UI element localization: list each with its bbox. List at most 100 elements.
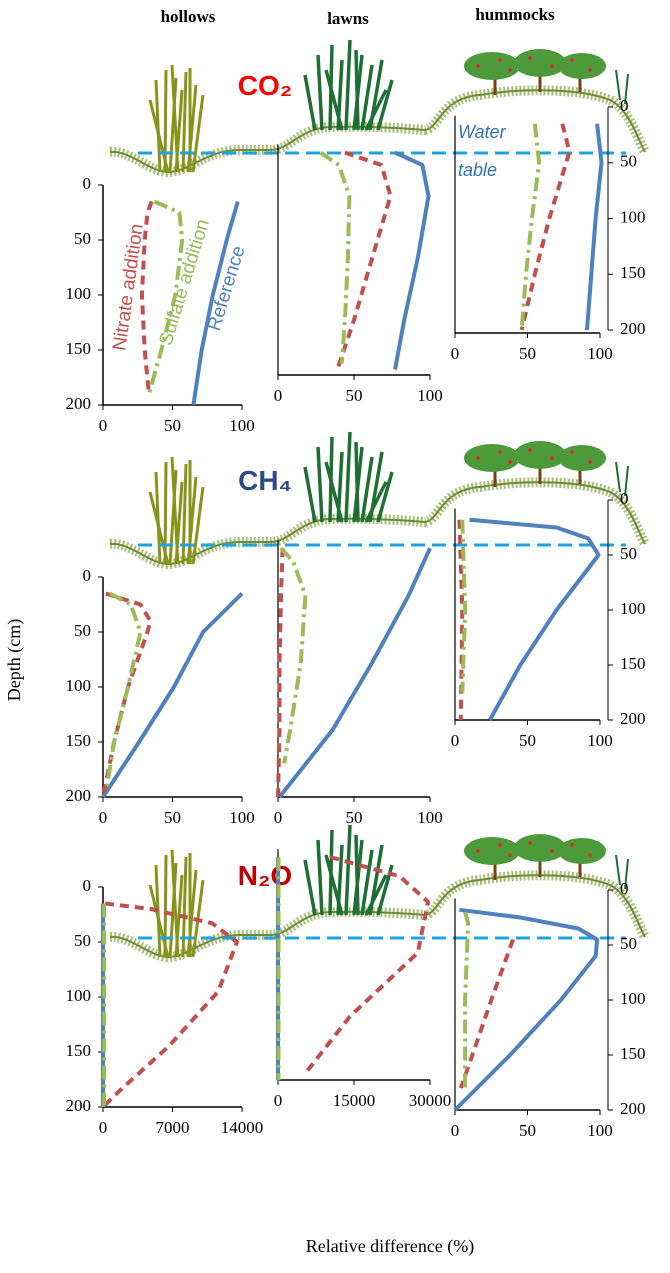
y-tick-label: 200 bbox=[620, 319, 646, 338]
panel: 0 50 100 0 50 100 150 200 Reference Nitrate addit… bbox=[66, 174, 255, 435]
water-table-label: Water bbox=[458, 122, 507, 142]
y-tick-label: 50 bbox=[620, 934, 637, 953]
profile-line bbox=[319, 150, 352, 364]
y-tick-label: 200 bbox=[66, 786, 92, 805]
x-tick-label: 7000 bbox=[156, 1118, 190, 1137]
y-tick-label: 0 bbox=[83, 174, 92, 193]
gas-label: CO₂ bbox=[238, 70, 292, 101]
x-tick-label: 50 bbox=[519, 344, 536, 363]
profile-line bbox=[457, 519, 465, 721]
y-tick-label: 100 bbox=[620, 989, 646, 1008]
y-tick-label: 150 bbox=[620, 1044, 646, 1063]
x-tick-label: 100 bbox=[417, 808, 443, 827]
y-tick-label: 100 bbox=[620, 207, 646, 226]
x-tick-label: 0 bbox=[274, 386, 283, 405]
y-tick-label: 0 bbox=[620, 879, 629, 898]
y-tick-label: 150 bbox=[66, 731, 92, 750]
x-tick-label: 50 bbox=[164, 416, 181, 435]
x-tick-label: 50 bbox=[346, 808, 363, 827]
y-tick-label: 150 bbox=[66, 1041, 92, 1060]
panel: 0 15000 30000 bbox=[274, 849, 452, 1110]
x-tick-label: 0 bbox=[451, 344, 460, 363]
y-tick-label: 0 bbox=[83, 566, 92, 585]
y-tick-label: 150 bbox=[620, 654, 646, 673]
x-tick-label: 30000 bbox=[409, 1091, 452, 1110]
x-tick-label: 0 bbox=[451, 731, 460, 750]
y-tick-label: 100 bbox=[66, 986, 92, 1005]
panel: 0 50 100 0 50 100 150 200 bbox=[451, 879, 646, 1140]
gas-label: N₂O bbox=[238, 860, 292, 891]
profile-line bbox=[460, 519, 468, 693]
water-table-lines bbox=[138, 151, 626, 940]
x-tick-label: 0 bbox=[274, 808, 283, 827]
profile-line bbox=[139, 200, 154, 395]
y-tick-label: 200 bbox=[620, 709, 646, 728]
x-tick-label: 50 bbox=[346, 386, 363, 405]
x-tick-label: 0 bbox=[274, 1091, 283, 1110]
y-axis-label: Depth (cm) bbox=[4, 619, 25, 701]
y-tick-label: 150 bbox=[66, 339, 92, 358]
y-tick-label: 50 bbox=[74, 229, 91, 248]
panel: 0 50 100 bbox=[274, 144, 443, 405]
profile-line bbox=[585, 123, 604, 331]
profile-line bbox=[277, 547, 432, 799]
profile-line bbox=[105, 591, 143, 787]
series-label: Reference bbox=[204, 243, 250, 333]
x-tick-label: 0 bbox=[99, 1118, 108, 1137]
panel: 0 50 100 0 50 100 150 200 bbox=[451, 489, 646, 750]
y-tick-label: 200 bbox=[66, 394, 92, 413]
water-table-label: table bbox=[458, 160, 497, 180]
x-tick-label: 100 bbox=[229, 416, 255, 435]
profile-line bbox=[303, 855, 430, 1076]
series-label: Nitrate addition bbox=[109, 222, 148, 351]
y-tick-label: 150 bbox=[620, 263, 646, 282]
y-tick-label: 0 bbox=[620, 96, 629, 115]
profile-line bbox=[458, 938, 515, 1089]
x-tick-label: 0 bbox=[99, 416, 108, 435]
x-tick-label: 50 bbox=[519, 1121, 536, 1140]
x-tick-label: 100 bbox=[587, 344, 613, 363]
y-tick-label: 0 bbox=[620, 489, 629, 508]
x-tick-label: 50 bbox=[519, 731, 536, 750]
y-tick-label: 50 bbox=[620, 544, 637, 563]
gas-label: CH₄ bbox=[238, 465, 292, 496]
profile-line bbox=[463, 911, 471, 1088]
x-tick-label: 100 bbox=[587, 731, 613, 750]
profile-line bbox=[146, 199, 185, 395]
x-tick-label: 0 bbox=[99, 808, 108, 827]
x-tick-label: 100 bbox=[587, 1121, 613, 1140]
x-tick-label: 100 bbox=[417, 386, 443, 405]
panel: 0 50 100 0 50 100 150 200 bbox=[66, 566, 255, 827]
y-tick-label: 100 bbox=[620, 599, 646, 618]
x-tick-label: 14000 bbox=[221, 1118, 264, 1137]
y-tick-label: 200 bbox=[66, 1096, 92, 1115]
panel: 0 50 100 0 50 100 150 200 bbox=[451, 96, 646, 363]
profile-line bbox=[469, 517, 601, 721]
x-tick-label: 50 bbox=[164, 808, 181, 827]
profile-line bbox=[393, 150, 431, 370]
profile-line bbox=[335, 150, 393, 371]
x-tick-label: 100 bbox=[229, 808, 255, 827]
profile-line bbox=[519, 123, 572, 331]
profile-line bbox=[191, 200, 240, 406]
panel: 0 50 100 bbox=[274, 540, 443, 827]
y-tick-label: 50 bbox=[620, 152, 637, 171]
y-tick-label: 100 bbox=[66, 676, 92, 695]
profile-line bbox=[279, 546, 308, 764]
y-tick-label: 100 bbox=[66, 284, 92, 303]
y-tick-label: 50 bbox=[74, 621, 91, 640]
y-tick-label: 200 bbox=[620, 1099, 646, 1118]
y-tick-label: 0 bbox=[83, 876, 92, 895]
x-tick-label: 0 bbox=[451, 1121, 460, 1140]
x-axis-label: Relative difference (%) bbox=[306, 1236, 475, 1257]
column-label: lawns bbox=[327, 9, 369, 28]
panel: 0 7000 14000 0 50 100 150 200 bbox=[66, 876, 264, 1137]
profile-line bbox=[519, 123, 542, 331]
profile-line bbox=[453, 907, 600, 1112]
column-label: hummocks bbox=[475, 5, 555, 24]
profile-line bbox=[276, 548, 285, 798]
x-tick-label: 15000 bbox=[333, 1091, 376, 1110]
profile-line bbox=[101, 901, 239, 1109]
y-tick-label: 50 bbox=[74, 931, 91, 950]
